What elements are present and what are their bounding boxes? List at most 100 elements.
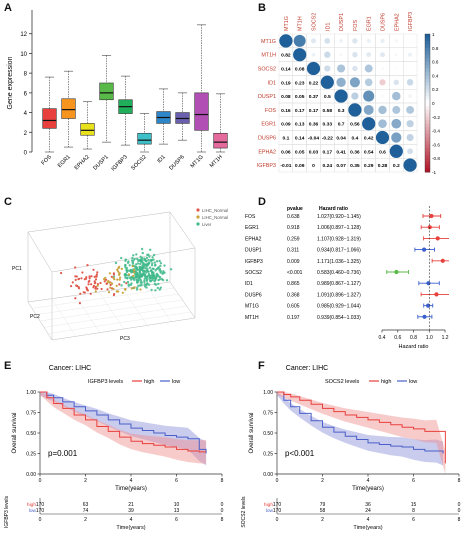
pc-point-lihc (75, 284, 78, 287)
corr-circle (348, 103, 362, 117)
pc-point-liver (130, 282, 133, 285)
pc-point-lihc (89, 292, 92, 295)
colorbar-tick: 0.6 (432, 60, 439, 65)
corr-circle (279, 34, 293, 48)
colorbar-tick: 0.2 (432, 87, 439, 92)
legend-label: Liver (202, 222, 212, 227)
pc-point-lihc-normal (130, 287, 133, 290)
wireframe-edge (27, 231, 53, 273)
pc-point-lihc (86, 264, 89, 267)
pc-point-liver (136, 262, 140, 265)
row-hr-text: 0.939(0.854−1.033) (317, 315, 361, 321)
col-label: ID1 (325, 23, 331, 31)
pc-point-liver (145, 259, 148, 263)
pc-point-liver (124, 272, 127, 276)
pc-point-liver (150, 288, 153, 292)
corr-circle (409, 40, 411, 42)
colorbar-segment (425, 78, 430, 83)
colorbar-segment (425, 120, 430, 125)
pc-point-liver (124, 266, 127, 269)
risk-count: 0 (458, 502, 461, 508)
pc-point-lihc-normal (116, 268, 119, 271)
row-label: SOCS2 (258, 67, 276, 73)
pc-point-lihc-normal (127, 273, 130, 276)
pc-point-liver (149, 248, 152, 251)
x-tick-label: MT1G (190, 154, 205, 169)
pc-point-lihc (88, 277, 91, 280)
row-gene: IGFBP3 (245, 259, 263, 265)
pc-point-liver (143, 279, 146, 282)
pc-point-lihc (95, 274, 98, 277)
box-fos (42, 108, 57, 129)
legend-high: high (381, 379, 391, 385)
risk-count: 10 (174, 502, 180, 508)
row-pvalue: 0.368 (287, 292, 300, 298)
corr-circle (395, 67, 398, 70)
corr-value: 0.54 (364, 149, 374, 155)
corr-circle (406, 133, 414, 142)
corr-circle (324, 51, 331, 58)
risk-x-tick-label: 0 (39, 517, 42, 523)
col-label: DUSP6 (381, 13, 387, 31)
corr-circle (311, 38, 316, 44)
pc-point-lihc-normal (112, 287, 115, 290)
hr-point (435, 236, 440, 241)
pc-point-lihc (88, 279, 91, 283)
x-tick-label: 0.6 (394, 335, 401, 341)
correlation-heatmap: MT1G MT1H SOCS2 ID1 DUSP1 FOS EGR1 DUSP6 EPHA2 IG… (257, 12, 441, 175)
y-tick-label: 0.75 (263, 411, 273, 417)
pc-point-lihc (85, 287, 88, 290)
pc-point-lihc-normal (109, 286, 112, 289)
corr-value: 0.42 (364, 136, 374, 142)
y-tick-label: 10 (20, 52, 27, 58)
colorbar-tick: -0.2 (432, 115, 440, 120)
y-tick-label: 0.00 (26, 472, 36, 478)
pc-point-lihc (80, 277, 83, 280)
row-hr-text: 1.027(0.920−1.145) (317, 214, 361, 220)
corr-circle (311, 52, 316, 57)
colorbar-segment (425, 106, 430, 111)
x-tick-label: 0 (39, 478, 42, 484)
legend-label: LIHC_Normal (202, 208, 228, 213)
colorbar-segment (425, 140, 430, 145)
corr-value: 0.5 (324, 94, 331, 100)
corr-value: 0.29 (364, 163, 374, 169)
colorbar-segment (425, 65, 430, 69)
pc-point-liver (154, 263, 157, 267)
col-label: MT1G (284, 16, 290, 31)
x-tick-label: 6 (412, 478, 415, 484)
x-tick-label: IGFBP3 (111, 154, 129, 172)
y-tick-label: 0.00 (263, 472, 273, 478)
pc-point-liver (136, 268, 139, 272)
pc-point-lihc (75, 275, 78, 278)
corr-circle (406, 79, 414, 86)
pc-point-liver (148, 277, 151, 280)
hr-point (440, 258, 445, 263)
pc-point-liver (126, 276, 129, 280)
corr-value: 0.17 (323, 149, 333, 155)
pc-point-lihc (81, 271, 84, 274)
pc-point-liver (124, 259, 127, 262)
colorbar-segment (425, 82, 430, 87)
pc-point-liver (130, 259, 134, 262)
corr-value: 0.36 (309, 122, 319, 128)
col-header-hr: Hazard ratio (319, 206, 348, 212)
risk-count: 0 (221, 502, 224, 508)
pc-point-liver (139, 284, 142, 287)
corr-value: -0.04 (308, 136, 319, 142)
row-gene: MT1G (245, 304, 259, 310)
y-axis-title: Overall survival (249, 412, 255, 453)
corr-circle (366, 52, 372, 58)
wireframe-edge (51, 247, 196, 273)
corr-value: 0.05 (295, 149, 305, 155)
x-tick-label: 6 (175, 478, 178, 484)
x-tick-label: SOCS2 (130, 154, 148, 172)
y-tick-label: 1.00 (26, 390, 36, 396)
x-tick-label: DUSP1 (92, 154, 109, 171)
corr-circle (293, 48, 307, 62)
pc-point-liver (169, 268, 173, 271)
pc-point-lihc-normal (139, 288, 142, 291)
risk-x-title: Time(years) (116, 525, 145, 531)
survival-curve-low (277, 391, 444, 454)
corr-circle (352, 38, 358, 44)
